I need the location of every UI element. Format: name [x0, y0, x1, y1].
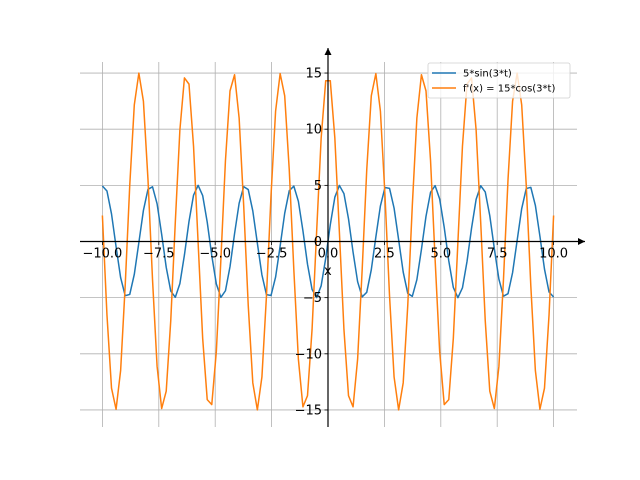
x-tick-label-6: 5.0 — [430, 247, 451, 262]
y-tick-label-1: −10 — [295, 347, 322, 362]
legend: 5*sin(3*t) f'(x) = 15*cos(3*t) — [427, 62, 571, 99]
y-tick-label-0: −15 — [295, 403, 322, 418]
y-tick-label-4: 5 — [314, 179, 322, 194]
x-tick-label-1: −7.5 — [143, 247, 175, 262]
legend-label-series-1: 5*sin(3*t) — [463, 69, 512, 80]
y-tick-label-6: 15 — [305, 67, 322, 82]
x-tick-label-8: 10.0 — [539, 247, 568, 262]
tick-labels: −10.0 −7.5 −5.0 −2.5 0.0 2.5 5.0 7.5 10.0 −15 −10 −… — [82, 67, 568, 419]
x-tick-label-3: −2.5 — [256, 247, 288, 262]
x-tick-label-4: 0.0 — [318, 247, 339, 262]
x-tick-label-2: −5.0 — [199, 247, 231, 262]
x-tick-label-7: 7.5 — [487, 247, 508, 262]
legend-box — [427, 62, 571, 99]
y-tick-label-2: −5 — [303, 291, 322, 306]
y-tick-label-5: 10 — [305, 123, 322, 138]
y-tick-label-3: 0 — [314, 235, 322, 250]
x-tick-label-5: 2.5 — [374, 247, 395, 262]
legend-label-series-2: f'(x) = 15*cos(3*t) — [463, 84, 555, 95]
x-tick-label-0: −10.0 — [82, 247, 122, 262]
x-axis-label: x — [324, 264, 332, 279]
y-axis-arrow-icon — [324, 48, 332, 55]
x-axis-arrow-icon — [578, 238, 585, 245]
axes — [80, 48, 585, 427]
